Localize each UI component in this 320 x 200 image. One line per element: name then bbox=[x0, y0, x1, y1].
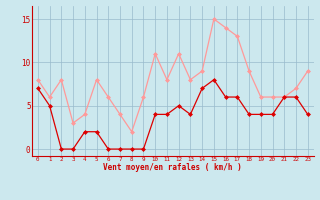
X-axis label: Vent moyen/en rafales ( km/h ): Vent moyen/en rafales ( km/h ) bbox=[103, 163, 242, 172]
